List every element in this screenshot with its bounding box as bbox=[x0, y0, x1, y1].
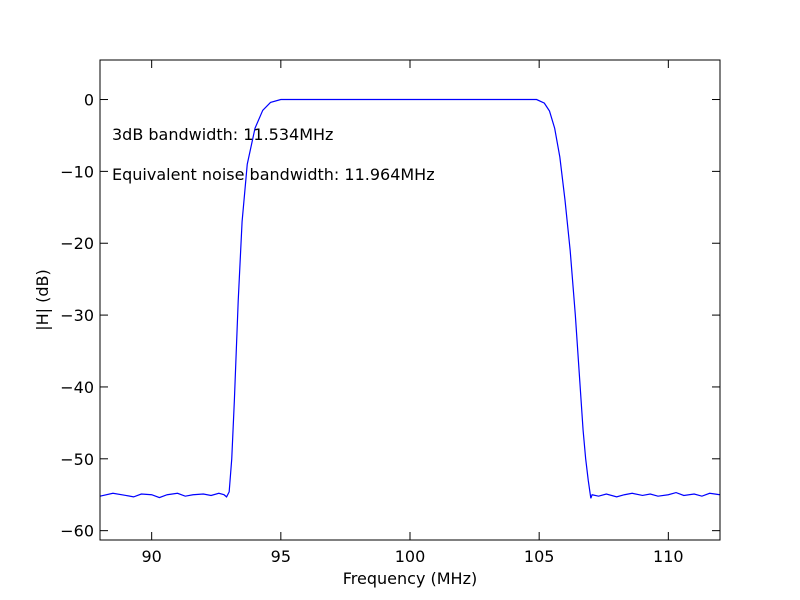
y-tick-label: −50 bbox=[60, 450, 94, 469]
x-axis-label: Frequency (MHz) bbox=[343, 569, 477, 588]
x-tick-label: 110 bbox=[653, 547, 684, 566]
y-tick-label: −20 bbox=[60, 234, 94, 253]
annotation-3db-bandwidth: 3dB bandwidth: 11.534MHz bbox=[112, 125, 333, 144]
y-tick-label: −40 bbox=[60, 378, 94, 397]
annotation-noise-bandwidth: Equivalent noise bandwidth: 11.964MHz bbox=[112, 165, 435, 184]
x-tick-label: 105 bbox=[524, 547, 555, 566]
series-line bbox=[99, 98, 721, 499]
x-tick-label: 95 bbox=[271, 547, 291, 566]
y-tick-label: −10 bbox=[60, 162, 94, 181]
x-tick-label: 100 bbox=[395, 547, 426, 566]
y-tick-label: 0 bbox=[84, 91, 94, 110]
y-tick-label: −30 bbox=[60, 306, 94, 325]
x-tick-label: 90 bbox=[141, 547, 161, 566]
ticks: 90 95 100 105 110 0 −10 −20 −30 −40 −50 −60 bbox=[60, 60, 720, 566]
y-tick-label: −60 bbox=[60, 522, 94, 541]
plot-area bbox=[99, 98, 721, 499]
y-axis-label: |H| (dB) bbox=[33, 269, 52, 331]
